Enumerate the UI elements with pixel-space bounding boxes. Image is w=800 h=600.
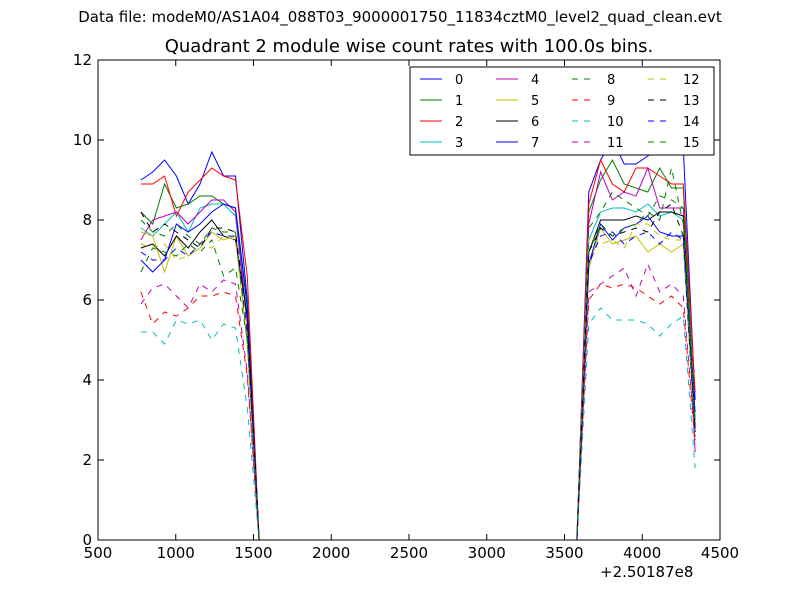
legend-label-14: 14	[683, 115, 700, 130]
legend-label-15: 15	[683, 136, 700, 151]
legend-label-0: 0	[455, 73, 463, 88]
legend-box	[409, 66, 715, 156]
y-tick-label: 6	[82, 291, 92, 309]
legend-label-10: 10	[607, 115, 624, 130]
y-tick-label: 0	[82, 531, 92, 549]
y-tick-label: 12	[73, 51, 92, 69]
y-tick-label: 8	[82, 211, 92, 229]
legend-label-4: 4	[531, 73, 539, 88]
y-tick-label: 2	[82, 451, 92, 469]
legend-label-13: 13	[683, 94, 700, 109]
series-line-9	[140, 283, 696, 541]
series-line-13	[140, 203, 696, 541]
legend-label-1: 1	[455, 94, 463, 109]
legend-label-11: 11	[607, 136, 624, 151]
chart-title: Quadrant 2 module wise count rates with …	[164, 36, 654, 57]
series-line-8	[140, 191, 696, 541]
x-tick-label: 3500	[545, 544, 583, 562]
x-tick-label: 1500	[234, 544, 272, 562]
x-tick-label: 2500	[390, 544, 428, 562]
figure-suptitle: Data file: modeM0/AS1A04_088T03_90000017…	[78, 8, 722, 26]
legend-label-7: 7	[531, 136, 539, 151]
legend-label-12: 12	[683, 73, 700, 88]
legend-label-6: 6	[531, 115, 539, 130]
legend-label-2: 2	[455, 115, 463, 130]
x-tick-label: 500	[84, 544, 113, 562]
series-line-10	[140, 307, 696, 541]
x-tick-label: 4500	[701, 544, 739, 562]
legend-label-8: 8	[607, 73, 615, 88]
y-tick-label: 4	[82, 371, 92, 389]
x-tick-label: 1000	[157, 544, 195, 562]
axis-ticks: 500 1000 1500 2000 2500 3000 3500 4000 4500 0 2 4 6 8…	[73, 51, 739, 562]
x-tick-label: 4000	[623, 544, 661, 562]
x-axis-offset-label: +2.50187e8	[600, 563, 694, 581]
legend-label-3: 3	[455, 136, 463, 151]
legend-label-5: 5	[531, 94, 539, 109]
y-tick-label: 10	[73, 131, 92, 149]
legend-label-9: 9	[607, 94, 615, 109]
x-tick-label: 2000	[312, 544, 350, 562]
x-tick-label: 3000	[468, 544, 506, 562]
